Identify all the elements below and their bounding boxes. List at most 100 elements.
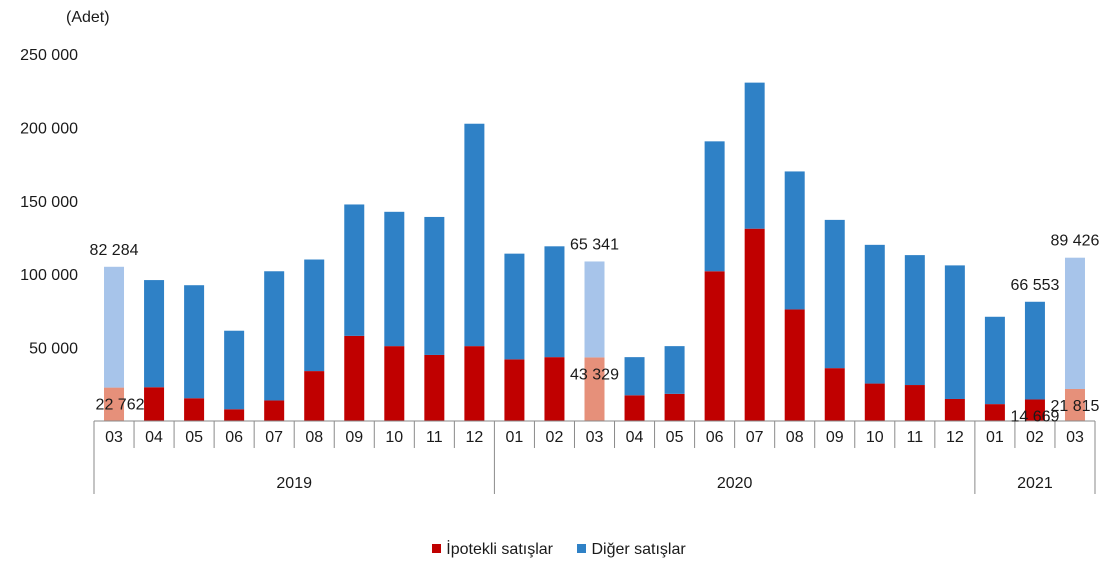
bar-mortgage <box>544 357 565 421</box>
bar-mortgage <box>224 409 245 421</box>
bar-mortgage <box>744 228 765 421</box>
bar-other <box>384 211 405 347</box>
x-tick-label: 02 <box>546 429 564 446</box>
x-tick-label: 07 <box>265 429 283 446</box>
bar-mortgage <box>624 395 645 421</box>
x-tick-label: 05 <box>666 429 684 446</box>
bar-other <box>424 216 445 355</box>
bar-other <box>224 330 245 410</box>
bar-other <box>624 357 645 396</box>
bar-mortgage <box>704 271 725 421</box>
x-tick-label: 07 <box>746 429 764 446</box>
bar-other <box>464 123 485 347</box>
x-tick-label: 04 <box>145 429 163 446</box>
legend-item-other: Diğer satışlar <box>577 541 686 559</box>
bar-mortgage <box>344 335 365 421</box>
data-label: 22 762 <box>96 397 145 414</box>
legend-label-other: Diğer satışlar <box>591 541 686 558</box>
bar-mortgage <box>864 383 885 421</box>
data-label: 89 426 <box>1051 233 1100 250</box>
bar-other <box>984 316 1005 405</box>
bar-mortgage <box>104 387 125 421</box>
bar-other <box>544 246 565 358</box>
x-tick-label: 01 <box>506 429 524 446</box>
bar-other <box>1064 257 1085 389</box>
bar-mortgage <box>504 359 525 421</box>
x-tick-label: 10 <box>385 429 403 446</box>
legend-label-mortgage: İpotekli satışlar <box>446 541 553 558</box>
x-tick-label: 12 <box>465 429 483 446</box>
y-tick-label: 250 000 <box>20 47 78 64</box>
x-tick-label: 11 <box>426 429 443 446</box>
x-tick-label: 09 <box>826 429 844 446</box>
y-tick-label: 100 000 <box>20 267 78 284</box>
x-tick-label: 03 <box>105 429 123 446</box>
bar-other <box>584 261 605 358</box>
bar-mortgage <box>264 400 285 421</box>
bar-mortgage <box>784 309 805 421</box>
bar-other <box>344 204 365 336</box>
year-label: 2021 <box>1017 475 1053 492</box>
x-tick-label: 06 <box>225 429 243 446</box>
bar-other <box>824 219 845 369</box>
legend-swatch-mortgage <box>432 544 442 553</box>
bar-mortgage <box>144 387 165 421</box>
bar-mortgage <box>464 346 485 421</box>
x-tick-label: 02 <box>1026 429 1044 446</box>
bar-other <box>1024 301 1045 400</box>
x-tick-label: 05 <box>185 429 203 446</box>
unit-label: (Adet) <box>66 9 110 26</box>
y-tick-label: 50 000 <box>29 341 78 358</box>
bar-mortgage <box>664 393 685 421</box>
x-tick-label: 04 <box>626 429 644 446</box>
y-tick-label: 150 000 <box>20 194 78 211</box>
x-tick-label: 03 <box>1066 429 1084 446</box>
x-tick-label: 08 <box>305 429 323 446</box>
bar-mortgage <box>1064 388 1085 421</box>
bar-other <box>504 253 525 360</box>
legend: İpotekli satışlar Diğer satışlar <box>0 541 1118 559</box>
data-label: 43 329 <box>570 366 619 383</box>
bar-other <box>144 280 165 388</box>
x-tick-label: 10 <box>866 429 884 446</box>
year-label: 2019 <box>276 475 312 492</box>
data-label: 65 341 <box>570 236 619 253</box>
bar-mortgage <box>384 346 405 421</box>
bar-other <box>704 141 725 272</box>
bar-other <box>304 259 325 372</box>
bar-mortgage <box>1024 399 1045 421</box>
bar-mortgage <box>424 354 445 421</box>
data-label: 21 815 <box>1051 398 1100 415</box>
bar-mortgage <box>824 368 845 421</box>
bar-other <box>944 265 965 399</box>
bar-mortgage <box>984 404 1005 421</box>
x-tick-label: 06 <box>706 429 724 446</box>
x-tick-label: 01 <box>986 429 1004 446</box>
data-label: 14 669 <box>1010 408 1059 425</box>
bar-mortgage <box>304 371 325 421</box>
bar-other <box>264 271 285 401</box>
y-tick-label: 200 000 <box>20 120 78 137</box>
data-label: 82 284 <box>90 242 139 259</box>
bar-other <box>864 244 885 384</box>
bar-mortgage <box>584 357 605 421</box>
bar-other <box>184 285 205 399</box>
data-label: 66 553 <box>1010 277 1059 294</box>
x-tick-label: 12 <box>946 429 964 446</box>
bar-other <box>664 346 685 394</box>
year-label: 2020 <box>717 475 753 492</box>
bar-mortgage <box>184 398 205 421</box>
x-tick-label: 11 <box>907 429 924 446</box>
bar-other <box>104 266 125 388</box>
bar-other <box>784 171 805 310</box>
bar-other <box>744 82 765 229</box>
legend-item-mortgage: İpotekli satışlar <box>432 541 553 559</box>
bar-mortgage <box>944 398 965 421</box>
x-tick-label: 03 <box>586 429 604 446</box>
x-tick-label: 08 <box>786 429 804 446</box>
x-tick-label: 09 <box>345 429 363 446</box>
bar-other <box>904 255 925 386</box>
legend-swatch-other <box>577 544 587 553</box>
bar-mortgage <box>904 385 925 421</box>
